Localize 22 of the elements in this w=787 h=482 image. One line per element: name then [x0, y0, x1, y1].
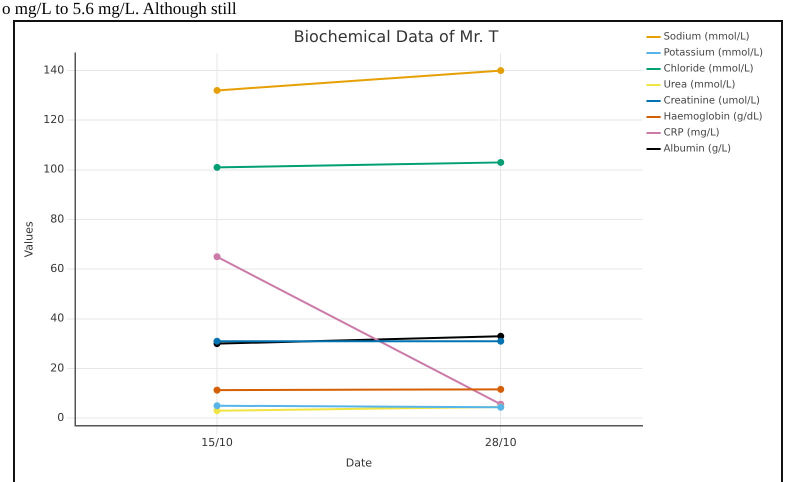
y-tick-label: 40: [50, 312, 64, 325]
legend-label: CRP (mg/L): [664, 128, 720, 139]
x-tick-label: 28/10: [484, 436, 517, 450]
y-tick-label: 140: [43, 63, 64, 76]
x-tick-label: 15/10: [201, 436, 233, 450]
legend-label: Creatinine (umol/L): [664, 96, 760, 107]
y-axis-title: Values: [22, 221, 36, 258]
legend-label: Albumin (g/L): [664, 144, 732, 155]
y-tick-label: 120: [43, 113, 64, 126]
legend-label: Potassium (mmol/L): [664, 48, 764, 59]
y-tick-label: 100: [43, 162, 64, 176]
legend-label: Chloride (mmol/L): [664, 64, 754, 75]
legend-label: Sodium (mmol/L): [664, 32, 750, 43]
text: o mg/L to 5.6 mg/L. Although still: [1, 0, 238, 18]
y-tick-label: 20: [50, 361, 64, 374]
x-axis-title: Date: [346, 456, 372, 470]
y-tick-label: 0: [57, 411, 64, 424]
y-tick-label: 60: [50, 262, 64, 276]
legend-label: Urea (mmol/L): [664, 80, 736, 91]
y-tick-label: 80: [50, 212, 64, 226]
legend-label: Haemoglobin (g/dL): [664, 112, 763, 123]
chart-title: Biochemical Data of Mr. T: [294, 26, 499, 46]
